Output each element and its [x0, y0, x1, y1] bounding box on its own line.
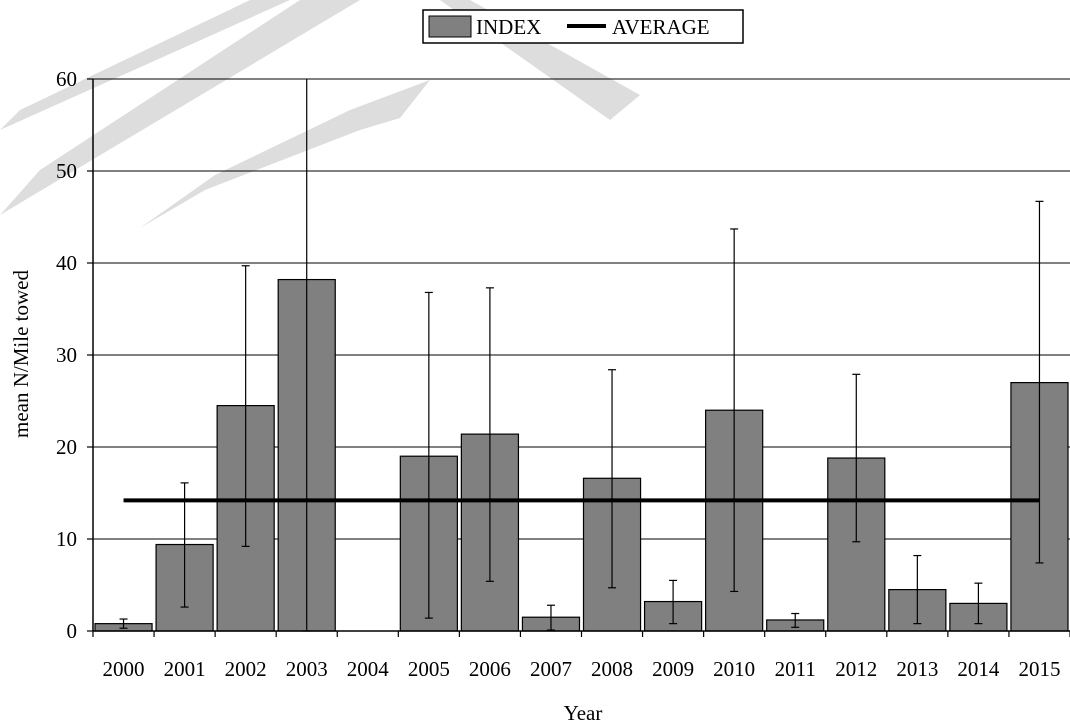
x-tick-label: 2002: [225, 657, 267, 681]
x-tick-label: 2010: [713, 657, 755, 681]
x-tick-label: 2006: [469, 657, 511, 681]
x-axis-label: Year: [564, 701, 603, 725]
x-tick-label: 2012: [835, 657, 877, 681]
x-tick-label: 2008: [591, 657, 633, 681]
bars: [94, 278, 1069, 632]
legend: INDEX AVERAGE: [422, 9, 744, 44]
x-tick-label: 2007: [530, 657, 572, 681]
y-tick-label: 30: [56, 343, 77, 367]
y-axis-label: mean N/Mile towed: [9, 270, 33, 438]
y-tick-label: 10: [56, 527, 77, 551]
y-tick-label: 50: [56, 159, 77, 183]
x-tick-label: 2015: [1018, 657, 1060, 681]
y-tick-labels: 0 10 20 30 40 50 60: [56, 67, 77, 643]
legend-index-label: INDEX: [476, 15, 541, 39]
legend-index-swatch: [428, 15, 472, 38]
x-tick-label: 2001: [164, 657, 206, 681]
x-tick-label: 2013: [896, 657, 938, 681]
x-tick-label: 2005: [408, 657, 450, 681]
x-tick-label: 2004: [347, 657, 390, 681]
x-tick-label: 2011: [775, 657, 816, 681]
y-tick-label: 60: [56, 67, 77, 91]
y-tick-label: 20: [56, 435, 77, 459]
x-tick-labels: 2000 2001 2002 2003 2004 2005 2006 2007 2008 2009…: [103, 657, 1061, 681]
x-tick-label: 2000: [103, 657, 145, 681]
axes: [87, 78, 1070, 637]
x-tick-label: 2003: [286, 657, 328, 681]
legend-average-label: AVERAGE: [612, 15, 710, 39]
y-tick-label: 40: [56, 251, 77, 275]
error-bars: [119, 79, 1044, 632]
x-tick-label: 2009: [652, 657, 694, 681]
x-tick-label: 2014: [957, 657, 1000, 681]
y-tick-label: 0: [67, 619, 78, 643]
